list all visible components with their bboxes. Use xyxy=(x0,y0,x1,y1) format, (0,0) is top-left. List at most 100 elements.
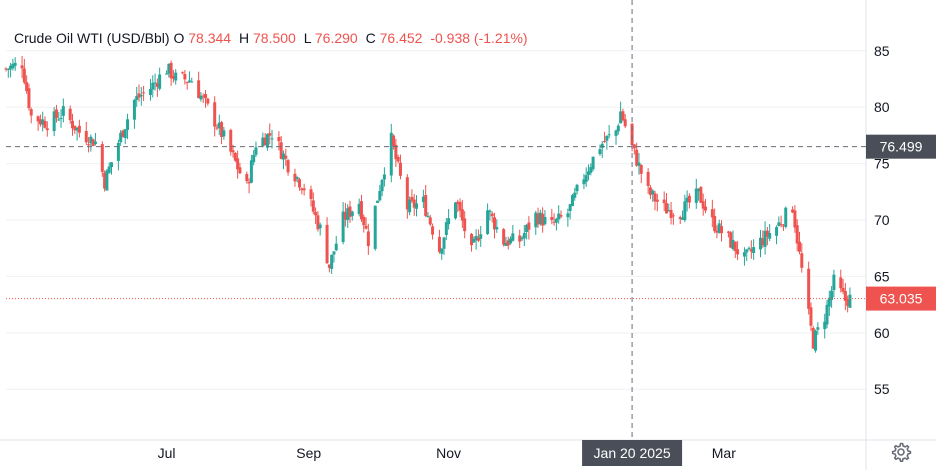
candle-body xyxy=(570,195,574,207)
candle-down xyxy=(646,168,650,194)
candle-body xyxy=(249,160,253,183)
x-tick-label: Sep xyxy=(296,445,321,461)
candle-body xyxy=(543,216,547,225)
gear-icon[interactable] xyxy=(890,441,912,463)
candle-up xyxy=(486,203,490,235)
candle-up xyxy=(281,150,285,170)
candle-body xyxy=(566,213,570,218)
candle-body xyxy=(456,201,460,205)
candle-body xyxy=(591,156,595,170)
candle-up xyxy=(681,210,685,220)
candle-body xyxy=(616,125,620,132)
last-price-label-bg xyxy=(866,286,936,311)
candle-down xyxy=(84,121,88,145)
candle-body xyxy=(541,213,545,226)
candle-body xyxy=(506,240,510,246)
candle-down xyxy=(38,114,42,127)
candle-down xyxy=(366,223,370,255)
candle-up xyxy=(759,229,763,258)
candle-down xyxy=(713,208,717,234)
candle-body xyxy=(699,187,703,203)
candle-down xyxy=(541,207,545,233)
candle-up xyxy=(600,141,604,158)
candle-body xyxy=(87,144,91,146)
candle-up xyxy=(116,139,120,171)
candle-up xyxy=(784,206,788,229)
candle-body xyxy=(61,106,65,116)
candle-body xyxy=(509,238,513,244)
candle-up xyxy=(93,133,97,146)
candle-body xyxy=(279,142,283,159)
candle-up xyxy=(827,290,831,316)
candle-body xyxy=(238,167,242,174)
candle-down xyxy=(68,105,72,124)
candle-body xyxy=(137,93,141,98)
candles xyxy=(4,55,852,353)
candle-body xyxy=(683,201,687,221)
candle-body xyxy=(126,119,130,130)
candle-down xyxy=(437,229,441,254)
candle-body xyxy=(405,177,409,210)
candle-down xyxy=(603,131,607,143)
candle-up xyxy=(816,322,820,335)
candle-body xyxy=(22,68,26,83)
candle-up xyxy=(573,187,577,201)
candle-up xyxy=(57,111,61,121)
candle-body xyxy=(619,111,623,124)
candle-body xyxy=(286,160,290,173)
candle-body xyxy=(839,277,843,289)
candle-up xyxy=(637,152,641,175)
candle-body xyxy=(366,231,370,247)
candle-down xyxy=(4,67,8,72)
candle-body xyxy=(171,76,175,79)
crosshair-price-label: 76.499 xyxy=(880,139,923,155)
candle-body xyxy=(424,195,428,216)
candle-body xyxy=(222,130,226,137)
candle-down xyxy=(201,93,205,103)
candle-up xyxy=(89,134,93,152)
candle-up xyxy=(453,201,457,220)
candle-body xyxy=(694,188,698,203)
candle-body xyxy=(268,133,272,136)
candle-body xyxy=(687,195,691,203)
candle-down xyxy=(800,243,804,273)
candle-body xyxy=(559,214,563,217)
candle-body xyxy=(639,165,643,174)
candle-body xyxy=(135,96,139,100)
candle-down xyxy=(846,295,850,313)
y-tick-label: 75 xyxy=(874,156,890,172)
candle-up xyxy=(587,164,591,181)
candle-up xyxy=(694,178,698,209)
candle-up xyxy=(511,224,515,242)
candle-down xyxy=(839,269,843,293)
candle-body xyxy=(270,138,274,140)
crosshair-date-label-bg xyxy=(582,440,683,466)
candle-body xyxy=(9,65,13,70)
candle-body xyxy=(357,203,361,214)
candle-body xyxy=(534,212,538,228)
candle-up xyxy=(742,247,746,266)
candle-down xyxy=(398,154,402,180)
candle-body xyxy=(11,63,15,69)
candle-down xyxy=(550,208,554,225)
candle-body xyxy=(431,226,435,235)
candle-body xyxy=(830,290,834,300)
candle-body xyxy=(132,99,136,120)
candle-body xyxy=(298,179,302,188)
candle-down xyxy=(410,189,414,203)
candle-up xyxy=(52,106,56,137)
candle-down xyxy=(279,135,283,160)
candle-body xyxy=(651,190,655,195)
candle-down xyxy=(181,71,185,75)
candle-down xyxy=(137,84,141,102)
candle-body xyxy=(777,222,781,226)
candle-body xyxy=(653,193,657,202)
candle-body xyxy=(814,330,818,351)
candle-down xyxy=(236,150,240,179)
candle-down xyxy=(155,78,159,97)
candle-up xyxy=(589,163,593,176)
candle-body xyxy=(841,287,845,292)
candle-down xyxy=(703,198,707,214)
candle-up xyxy=(830,286,834,308)
